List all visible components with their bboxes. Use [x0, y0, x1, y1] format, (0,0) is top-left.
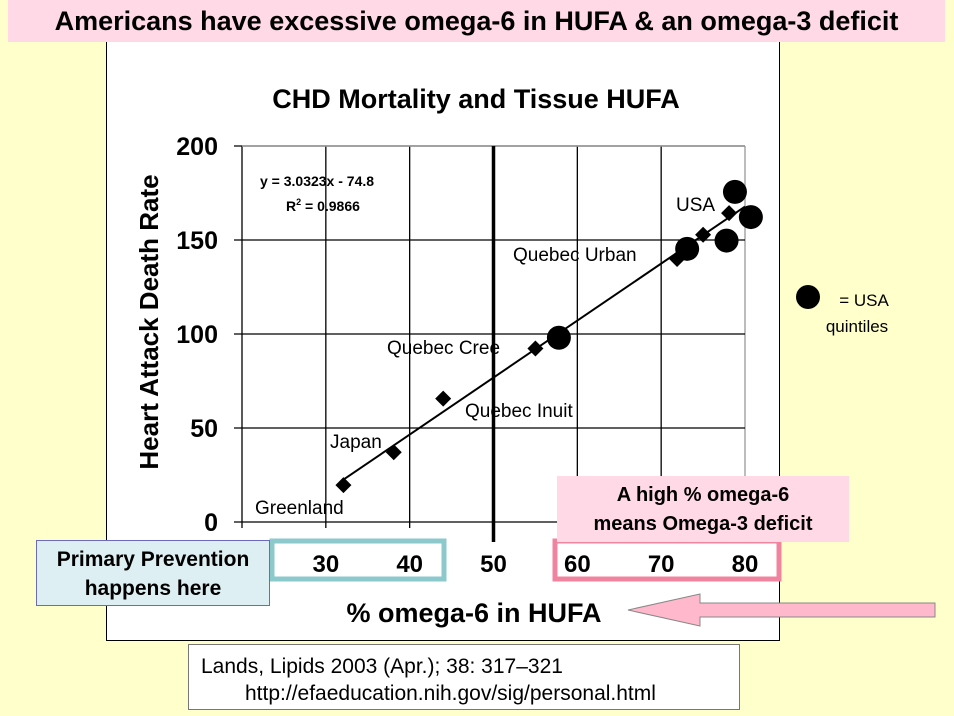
pointer-arrow [627, 593, 936, 627]
slide-headline: Americans have excessive omega-6 in HUFA… [8, 0, 945, 42]
citation-url: http://efaeducation.nih.gov/sig/personal… [245, 682, 656, 705]
x-tick-label: 70 [648, 551, 675, 578]
y-tick-label: 100 [176, 321, 218, 349]
legend-circle-icon [796, 285, 820, 309]
x-tick-label: 80 [732, 551, 759, 578]
note-line-1: A high % omega-6 [616, 484, 790, 506]
data-point-label: USA [676, 195, 715, 216]
legend-label-2: quintiles [825, 317, 889, 336]
x-tick-label: 40 [396, 551, 423, 578]
data-point-label: Quebec Urban [513, 245, 637, 266]
usa-quintile-point [546, 325, 571, 350]
y-tick-label: 200 [176, 133, 218, 161]
prevention-line-2: happens here [84, 577, 222, 600]
x-tick-label: 30 [312, 551, 339, 578]
r-squared-label: R2 = 0.9866 [286, 197, 360, 214]
data-point-diamond [721, 205, 738, 222]
data-point-diamond [335, 477, 352, 494]
y-tick-label: 150 [176, 227, 218, 255]
y-tick-label: 0 [204, 509, 218, 537]
trendline-equation: y = 3.0323x - 74.8 [260, 173, 374, 189]
legend: = USA quintiles [812, 288, 902, 340]
legend-label-1: = USA [839, 291, 889, 310]
x-tick-label: 60 [564, 551, 591, 578]
usa-quintile-point [722, 179, 747, 204]
data-point-diamond [695, 226, 712, 243]
usa-quintile-point [738, 205, 763, 230]
chart-title: CHD Mortality and Tissue HUFA [272, 84, 680, 114]
data-point-diamond [385, 444, 402, 461]
data-point-label: Quebec Cree [387, 338, 500, 359]
prevention-line-1: Primary Prevention [56, 548, 250, 571]
omega-deficit-callout: A high % omega-6 means Omega-3 deficit [557, 476, 849, 542]
note-line-2: means Omega-3 deficit [593, 513, 813, 535]
citation-box: Lands, Lipids 2003 (Apr.); 38: 317–321 h… [188, 644, 740, 710]
x-tick-label: 50 [480, 551, 507, 578]
data-point-label: Quebec Inuit [465, 401, 573, 422]
low-omega6-range-box [269, 538, 447, 582]
x-axis-label: % omega-6 in HUFA [346, 598, 601, 628]
data-point-diamond [435, 390, 452, 407]
data-point-label: Greenland [255, 498, 344, 519]
data-point-diamond [527, 340, 544, 357]
usa-quintile-point [675, 236, 700, 261]
citation-reference: Lands, Lipids 2003 (Apr.); 38: 317–321 [201, 655, 563, 678]
y-tick-label: 50 [190, 415, 218, 443]
usa-quintile-point [714, 228, 739, 253]
data-point-label: Japan [330, 432, 382, 453]
y-axis-label: Heart Attack Death Rate [134, 174, 164, 469]
primary-prevention-callout: Primary Prevention happens here [36, 540, 270, 606]
